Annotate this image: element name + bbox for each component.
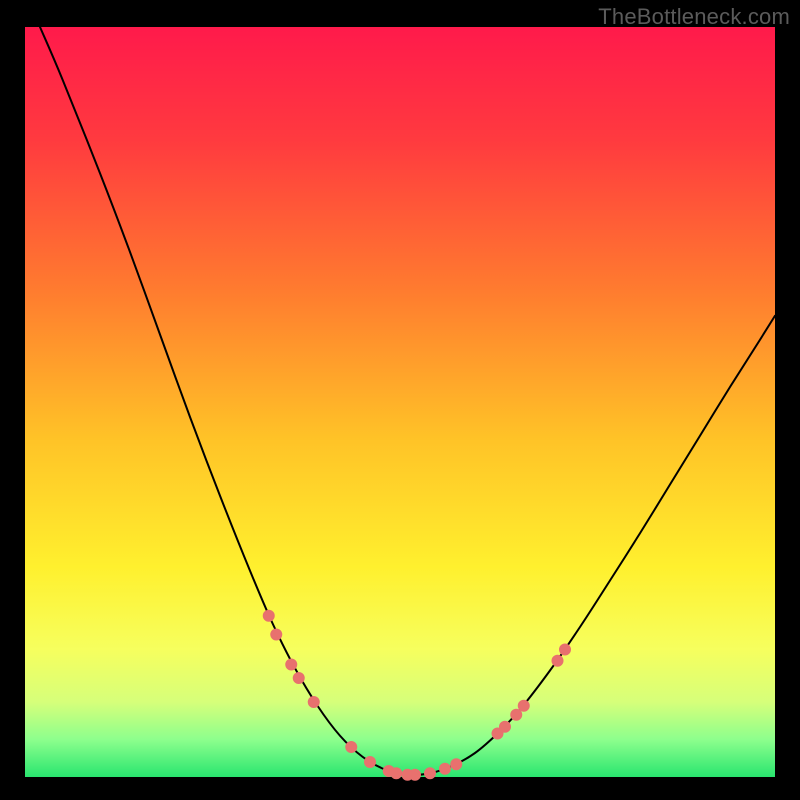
chart-plot-area [25, 27, 775, 777]
curve-line [40, 27, 775, 775]
curve-marker [451, 759, 462, 770]
curve-markers [263, 610, 570, 780]
curve-marker [518, 700, 529, 711]
curve-marker [500, 721, 511, 732]
curve-marker [440, 763, 451, 774]
curve-marker [263, 610, 274, 621]
curve-marker [511, 709, 522, 720]
bottleneck-curve-chart [25, 27, 775, 777]
curve-marker [560, 644, 571, 655]
curve-marker [365, 757, 376, 768]
curve-marker [293, 673, 304, 684]
curve-marker [346, 742, 357, 753]
curve-marker [425, 768, 436, 779]
curve-marker [271, 629, 282, 640]
curve-marker [391, 768, 402, 779]
curve-marker [552, 655, 563, 666]
curve-marker [286, 659, 297, 670]
curve-marker [410, 769, 421, 780]
curve-marker [308, 697, 319, 708]
